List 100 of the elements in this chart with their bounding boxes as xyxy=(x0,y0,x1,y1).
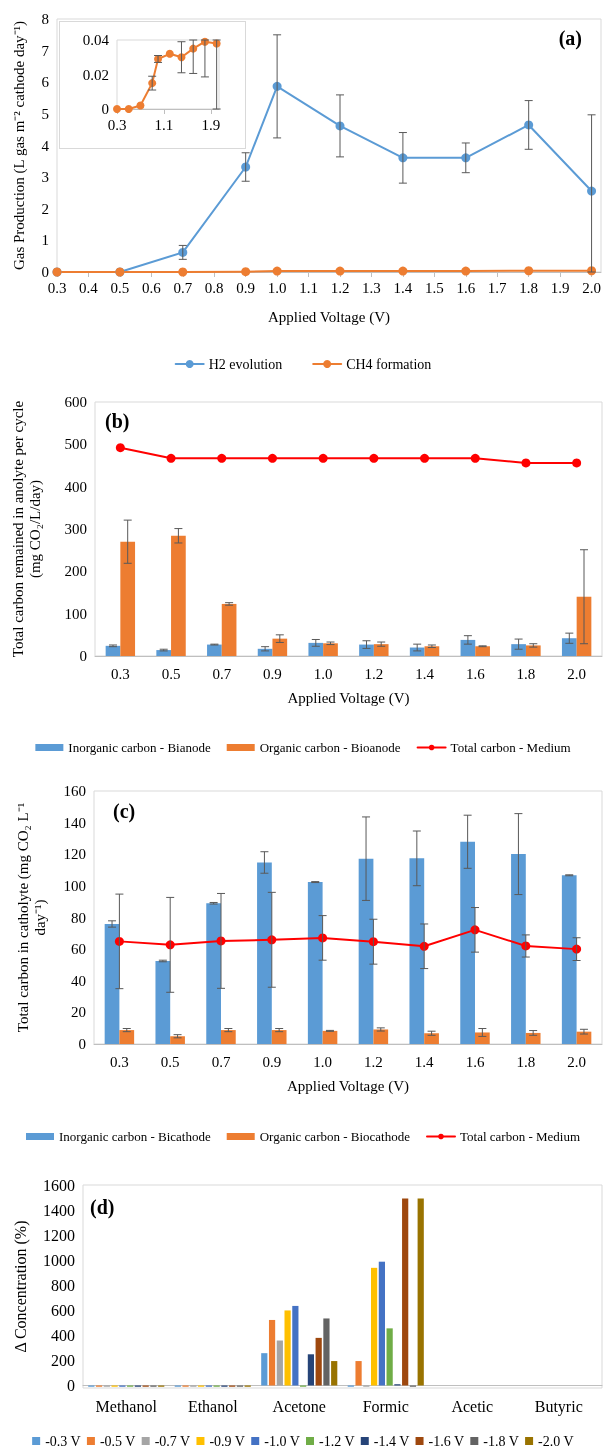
x-tick-label: 1.3 xyxy=(362,279,381,296)
bar xyxy=(358,858,374,1044)
x-tick-label: Methanol xyxy=(95,1397,158,1415)
y-tick-label: 600 xyxy=(51,1301,75,1319)
y-tick-label: 400 xyxy=(51,1326,75,1344)
point xyxy=(521,458,531,468)
legend-label: -0.3 V xyxy=(45,1433,81,1449)
point xyxy=(572,458,582,468)
y-tick-label: 0 xyxy=(41,264,49,280)
point xyxy=(178,267,188,277)
x-tick-label: 1.6 xyxy=(465,665,486,682)
bar xyxy=(561,638,577,656)
point xyxy=(113,105,121,113)
x-tick-label: 0.5 xyxy=(160,1053,180,1070)
x-tick-label: 0.8 xyxy=(204,279,224,296)
y-tick-label: 2 xyxy=(41,200,49,217)
bar xyxy=(386,1328,393,1386)
y-tick-label: 7 xyxy=(41,42,50,59)
bar xyxy=(308,642,324,656)
y-tick-label: 20 xyxy=(71,1004,86,1021)
y-axis-title: Δ Concentration (%) xyxy=(11,1220,30,1353)
legend-label: -1.2 V xyxy=(319,1433,355,1449)
y-tick-label: 500 xyxy=(64,436,87,453)
bar xyxy=(272,638,288,656)
legend-label: Inorganic carbon - Bianode xyxy=(68,740,211,755)
y-tick-label: 600 xyxy=(64,394,87,410)
x-tick-label: 0.3 xyxy=(110,1053,129,1070)
y-tick-label: 3 xyxy=(41,169,49,186)
y-tick-label: 80 xyxy=(71,909,86,926)
y-tick-label: 40 xyxy=(71,972,86,989)
point xyxy=(241,267,251,277)
bar xyxy=(292,1305,299,1386)
bar xyxy=(221,603,237,656)
x-tick-label: 0.4 xyxy=(79,279,99,296)
legend-label: -1.0 V xyxy=(264,1433,300,1449)
x-tick-label: 1.2 xyxy=(364,665,384,682)
y-tick-label: 120 xyxy=(63,846,86,863)
point xyxy=(124,105,133,113)
bar xyxy=(268,1319,276,1386)
bar xyxy=(475,646,490,656)
y-tick-label: 1400 xyxy=(43,1201,75,1219)
x-tick-label: 1.1 xyxy=(154,116,174,133)
point xyxy=(166,453,176,463)
bar xyxy=(207,644,222,656)
legend-label: -1.4 V xyxy=(373,1433,410,1449)
bar xyxy=(561,875,577,1044)
y-tick-label: 0 xyxy=(79,648,87,664)
y-tick-label: 60 xyxy=(71,941,86,958)
x-tick-label: 1.0 xyxy=(313,665,333,682)
y-tick-label: 1600 xyxy=(43,1176,75,1194)
y-tick-label: 200 xyxy=(64,563,87,580)
y-tick-label: 0.02 xyxy=(82,66,109,83)
x-tick-label: 0.3 xyxy=(110,665,130,682)
point xyxy=(335,266,345,276)
x-tick-label: 1.8 xyxy=(516,1053,536,1070)
bar xyxy=(119,1030,135,1044)
bar xyxy=(424,646,440,656)
point xyxy=(524,266,534,276)
bar xyxy=(417,1198,424,1386)
bar xyxy=(170,1036,185,1044)
x-tick-label: 1.0 xyxy=(267,279,287,296)
point xyxy=(470,453,480,463)
x-tick-label: 0.7 xyxy=(212,665,232,682)
bar xyxy=(221,1030,236,1044)
x-tick-label: 2.0 xyxy=(582,279,601,296)
x-axis-title: Applied Voltage (V) xyxy=(287,1077,409,1095)
y-tick-label: 0 xyxy=(78,1036,86,1052)
x-axis-title: Applied Voltage (V) xyxy=(287,689,410,707)
legend-label: Total carbon - Medium xyxy=(459,1129,581,1144)
annotation: (d) xyxy=(90,1196,115,1219)
bar xyxy=(323,1318,330,1386)
x-tick-label: 1.8 xyxy=(516,665,536,682)
legend-label: -0.5 V xyxy=(99,1433,136,1449)
annotation: (b) xyxy=(105,410,130,433)
x-tick-label: 1.2 xyxy=(330,279,350,296)
legend-label: -2.0 V xyxy=(538,1433,574,1449)
x-tick-label: 1.1 xyxy=(299,279,318,296)
bar xyxy=(475,1032,490,1044)
y-tick-label: 300 xyxy=(64,521,87,537)
y-tick-label: 140 xyxy=(63,814,86,831)
y-tick-label: 1200 xyxy=(43,1226,75,1244)
bar xyxy=(370,1267,378,1386)
bar xyxy=(155,960,171,1044)
x-tick-label: 0.9 xyxy=(263,665,282,682)
legend-label: Inorganic carbon - Bicathode xyxy=(58,1129,211,1144)
x-tick-label: 0.9 xyxy=(262,1053,282,1070)
x-tick-label: 1.5 xyxy=(424,279,444,296)
bar xyxy=(409,858,425,1044)
point xyxy=(136,101,145,110)
x-tick-label: 1.6 xyxy=(465,1053,485,1070)
bar xyxy=(307,882,323,1044)
bar xyxy=(373,1029,389,1044)
y-tick-label: 8 xyxy=(41,11,49,27)
x-tick-label: 1.9 xyxy=(550,279,570,296)
x-tick-label: 1.4 xyxy=(393,279,413,296)
point xyxy=(318,453,328,463)
x-tick-label: 1.9 xyxy=(201,116,221,133)
y-axis-title: Gas Production (L gas m⁻² cathode day⁻¹) xyxy=(10,20,28,271)
bar xyxy=(171,535,186,656)
bar xyxy=(378,1261,385,1386)
